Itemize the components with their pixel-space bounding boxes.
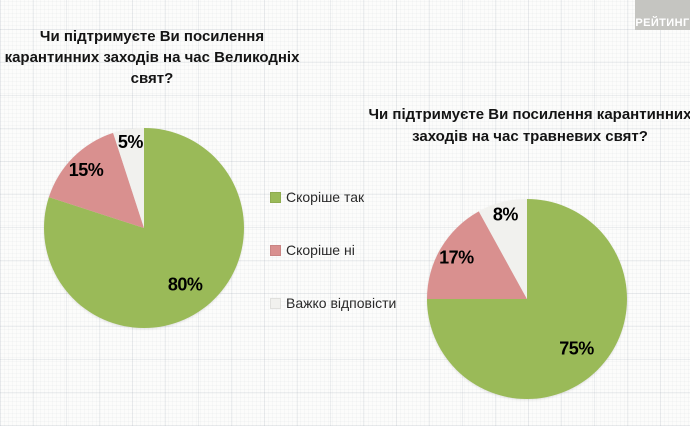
legend-swatch-white: [270, 297, 281, 309]
pie-slice: [427, 211, 527, 299]
pie-data-label: 8%: [493, 205, 519, 225]
pie-slice: [43, 128, 244, 328]
legend-item-hard-to-answer: Важко відповісти: [270, 295, 396, 311]
legend-label-rather-yes: Скоріше так: [286, 189, 365, 205]
legend-swatch-green: [270, 191, 281, 203]
rating-logo-text: РЕЙТИНГ: [635, 17, 690, 29]
pie-data-label: 80%: [168, 275, 203, 295]
pie-data-label: 5%: [118, 132, 144, 152]
rating-group-logo: РЕЙТИНГ: [635, 0, 690, 30]
chart-title-may-holidays: Чи підтримуєте Ви посилення карантинних …: [368, 106, 690, 145]
pie-chart-easter-holidays: 80% 15% 5%: [43, 128, 244, 328]
legend-item-rather-yes: Скоріше так: [270, 189, 396, 205]
legend-label-hard-to-answer: Важко відповісти: [286, 295, 397, 311]
pie-chart-may-holidays: 75% 17% 8%: [427, 199, 627, 399]
pie-slice: [48, 132, 144, 228]
pie-data-label: 15%: [69, 160, 104, 180]
legend: Скоріше так Скоріше ні Важко відповісти: [270, 189, 396, 311]
legend-label-rather-no: Скоріше ні: [286, 242, 355, 258]
chart-title-easter-holidays: Чи підтримуєте Ви посилення карантинних …: [4, 28, 300, 87]
legend-swatch-pink: [270, 244, 281, 256]
pie-slice: [113, 128, 144, 228]
pie-slice: [478, 199, 527, 299]
legend-item-rather-no: Скоріше ні: [270, 242, 396, 258]
pie-data-label: 17%: [439, 247, 474, 267]
pie-data-label: 75%: [559, 339, 594, 359]
